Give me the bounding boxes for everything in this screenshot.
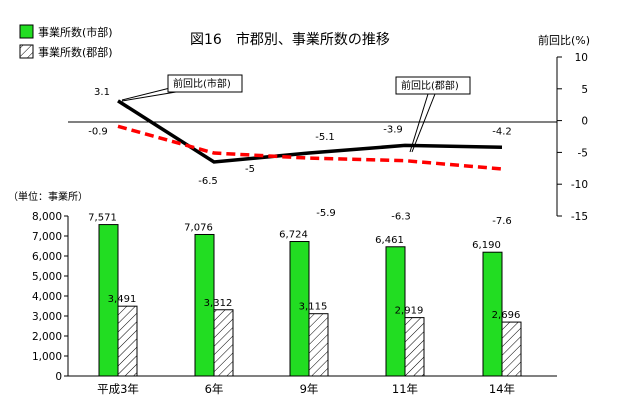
legend-swatch-county [19,44,34,59]
bar-axis-tick-label: 7,000 [32,231,62,243]
bar-city [289,241,310,377]
category-label: 14年 [489,382,515,396]
line-axis-tick-label: -10 [571,179,588,191]
bar-axis-tick-label: 3,000 [32,311,62,323]
bar-city-value: 6,190 [472,240,501,251]
category-label: 11年 [392,382,418,396]
bar-city [482,251,503,377]
bar-axis-ticks: 0 1,000 2,000 3,000 4,000 5,000 6,000 7,000 8,00… [32,211,68,383]
line-axis-tick-label: 0 [581,116,588,128]
bar-city-value: 6,724 [279,230,308,241]
line-city-value: -4.2 [492,126,512,137]
bar-axis-unit: （単位：事業所） [8,190,88,203]
bar-axis-tick-label: 6,000 [32,251,62,263]
line-city-value: -3.9 [383,124,403,135]
bars: 7,571 7,076 6,724 6,461 6,190 3,491 3,312 3,115… [88,213,522,377]
bar-axis-tick-label: 0 [55,371,62,383]
legend-label-county: 事業所数(郡部) [38,45,113,59]
line-axis-tick-label: -5 [578,147,588,159]
line-county-value: -5 [245,164,255,175]
callout-county: 前回比(郡部) [395,76,471,153]
line-axis-tick-label: 5 [581,84,588,96]
line-county-value: -7.6 [492,216,512,227]
bar-county [501,321,522,377]
line-city [117,99,503,164]
legend-swatch-city [19,24,34,39]
line-city-value: -5.1 [315,132,335,143]
line-county-value: -5.9 [316,208,336,219]
category-label: 6年 [205,382,224,396]
bar-county-value: 2,696 [492,310,521,321]
bar-county [213,309,234,377]
bar-county [117,305,138,377]
line-city-value: 3.1 [94,87,110,98]
bar-axis-tick-label: 1,000 [32,351,62,363]
line-county-value: -0.9 [88,126,108,137]
bar-axis-tick-label: 8,000 [32,211,62,223]
legend: 事業所数(市部) 事業所数(郡部) [19,24,113,59]
right-axis-ticks: 10 5 0 -5 -10 -15 [557,52,588,223]
bar-city-value: 6,461 [375,235,404,246]
bar-axis-tick-label: 5,000 [32,271,62,283]
bar-city-value: 7,076 [184,222,213,233]
line-county [117,124,503,171]
line-axis-tick-label: -15 [571,211,588,223]
line-county-value: -6.3 [391,212,411,223]
bar-county-value: 3,115 [299,302,328,313]
line-city-value: -6.5 [198,176,218,187]
bar-county [404,317,425,377]
bar-county-value: 2,919 [395,306,424,317]
category-label: 平成3年 [97,382,139,396]
bar-city [385,246,406,377]
right-axis-label: 前回比(%) [538,33,590,47]
bar-city [194,233,215,377]
callout-county-label: 前回比(郡部) [401,79,459,92]
chart-title: 図16 市郡別、事業所数の推移 [190,31,390,48]
bar-city [98,224,119,377]
category-labels: 平成3年 6年 9年 11年 14年 [97,382,515,396]
bar-city-value: 7,571 [88,213,117,224]
bar-county [308,313,329,377]
line-series: 3.1 -6.5 -5.1 -3.9 -4.2 -0.9 -5 -5.9 -6.3 -7.6 [88,87,512,227]
legend-label-city: 事業所数(市部) [38,25,113,39]
bar-county-value: 3,312 [204,298,233,309]
bar-county-value: 3,491 [108,294,137,305]
callout-city-label: 前回比(市部) [173,77,231,90]
callout-city: 前回比(市部) [121,74,243,102]
bar-axis-tick-label: 4,000 [32,291,62,303]
line-axis-tick-label: 10 [575,52,588,64]
category-label: 9年 [300,382,319,396]
bar-axis-tick-label: 2,000 [32,331,62,343]
